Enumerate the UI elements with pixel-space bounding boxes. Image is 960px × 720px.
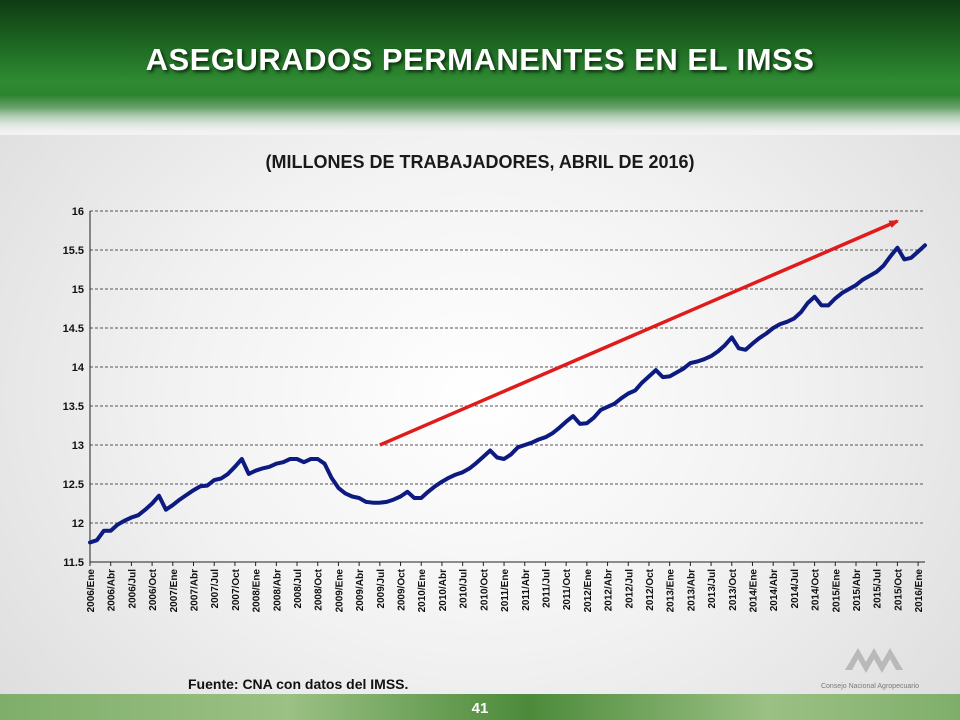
x-tick-label: 2010/Oct (479, 568, 490, 610)
x-tick-label: 2013/Ene (666, 569, 677, 613)
x-tick-label: 2009/Abr (355, 569, 366, 611)
x-tick-label: 2015/Oct (893, 568, 904, 610)
chart-subtitle: (MILLONES DE TRABAJADORES, ABRIL DE 2016… (265, 152, 695, 172)
x-tick-label: 2006/Jul (127, 569, 138, 609)
y-tick-label: 15 (72, 284, 84, 296)
x-tick-label: 2012/Jul (624, 569, 635, 609)
y-tick-label: 15.5 (63, 245, 84, 257)
footer-band (0, 694, 960, 720)
x-tick-label: 2010/Abr (438, 569, 449, 611)
x-tick-label: 2010/Jul (459, 569, 470, 609)
x-tick-label: 2015/Abr (852, 569, 863, 611)
x-tick-label: 2010/Ene (417, 569, 428, 613)
x-tick-label: 2011/Jul (541, 569, 552, 608)
y-tick-label: 12 (72, 518, 84, 530)
x-tick-label: 2011/Abr (521, 569, 532, 611)
x-tick-label: 2015/Jul (873, 569, 884, 609)
x-tick-label: 2013/Oct (728, 568, 739, 610)
x-tick-label: 2008/Jul (293, 569, 304, 609)
y-tick-label: 16 (72, 206, 84, 218)
x-tick-label: 2008/Ene (252, 569, 263, 613)
x-tick-label: 2014/Abr (769, 569, 780, 611)
x-tick-label: 2007/Jul (210, 569, 221, 609)
series-line (88, 243, 927, 545)
x-tick-label: 2013/Abr (686, 569, 697, 611)
cna-logo: Consejo Nacional Agropecuario (821, 648, 919, 690)
y-tick-label: 13 (72, 440, 84, 452)
x-tick-label: 2009/Oct (397, 568, 408, 610)
header-band (0, 0, 960, 135)
x-tick-label: 2012/Ene (583, 569, 594, 613)
x-tick-label: 2006/Ene (86, 569, 97, 613)
x-tick-label: 2015/Ene (831, 569, 842, 613)
x-tick-label: 2007/Ene (169, 569, 180, 613)
x-tick-label: 2007/Abr (190, 569, 201, 611)
x-tick-label: 2016/Ene (914, 569, 925, 613)
x-tick-label: 2011/Oct (562, 568, 573, 610)
x-tick-label: 2006/Oct (148, 568, 159, 610)
x-tick-label: 2014/Jul (790, 569, 801, 609)
x-tick-label: 2007/Oct (231, 568, 242, 610)
x-tick-label: 2014/Oct (811, 568, 822, 610)
x-tick-label: 2011/Ene (500, 569, 511, 612)
x-tick-label: 2009/Ene (334, 569, 345, 613)
x-tick-label: 2008/Abr (272, 569, 283, 611)
x-tick-label: 2008/Oct (314, 568, 325, 610)
source-note: Fuente: CNA con datos del IMSS. (188, 676, 409, 692)
x-tick-label: 2013/Jul (707, 569, 718, 609)
y-tick-label: 14 (72, 362, 85, 374)
page-number: 41 (471, 700, 489, 717)
x-tick-label: 2009/Jul (376, 569, 387, 609)
logo-text: Consejo Nacional Agropecuario (821, 683, 919, 690)
y-tick-label: 12.5 (63, 479, 84, 491)
x-tick-label: 2012/Oct (645, 568, 656, 610)
trend-arrow (379, 219, 900, 447)
y-tick-label: 14.5 (63, 323, 84, 335)
x-tick-label: 2006/Abr (107, 569, 118, 611)
y-tick-label: 13.5 (63, 401, 84, 413)
y-tick-label: 11.5 (63, 557, 84, 569)
slide-title: ASEGURADOS PERMANENTES EN EL IMSS (145, 42, 815, 77)
x-tick-label: 2014/Ene (748, 569, 759, 613)
x-tick-label: 2012/Abr (604, 569, 615, 611)
